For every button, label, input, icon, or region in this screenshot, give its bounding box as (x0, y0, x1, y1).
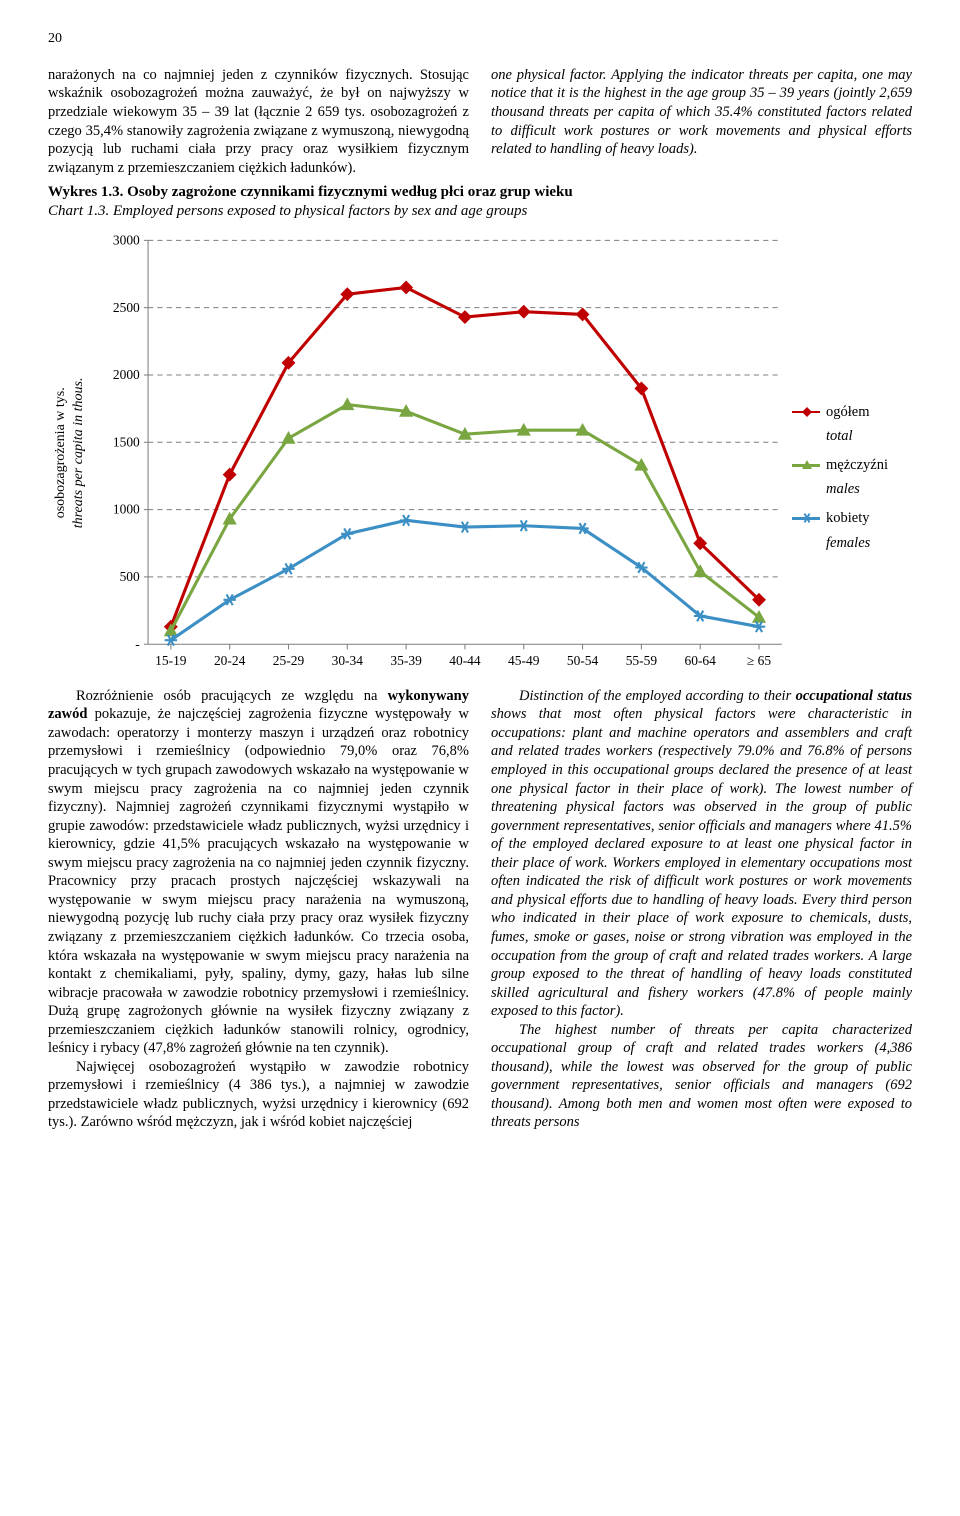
legend-item: ogółem (792, 400, 912, 425)
svg-text:30-34: 30-34 (331, 652, 363, 667)
chart-title-pl: Wykres 1.3. Osoby zagrożone czynnikami f… (48, 183, 912, 202)
svg-text:3000: 3000 (113, 232, 140, 247)
top-right-text: one physical factor. Applying the indica… (491, 66, 912, 159)
svg-text:55-59: 55-59 (626, 652, 658, 667)
chart-title-en: Chart 1.3. Employed persons exposed to p… (48, 202, 912, 221)
legend-marker (792, 460, 820, 470)
chart-container: osobozagrożenia w tys. threats per capit… (48, 230, 912, 675)
bottom-right-text-1: Distinction of the employed according to… (491, 687, 912, 1021)
y-label-pl: osobozagrożenia w tys. (53, 387, 68, 518)
svg-text:1000: 1000 (113, 501, 140, 516)
legend-label: total (826, 424, 853, 449)
top-paragraph-row: narażonych na co najmniej jeden z czynni… (48, 66, 912, 177)
bottom-left-paragraph: Rozróżnienie osób pracujących ze względu… (48, 687, 469, 1132)
legend-item: mężczyźni (792, 453, 912, 478)
y-axis-label: osobozagrożenia w tys. threats per capit… (48, 230, 88, 675)
legend-item: kobiety (792, 506, 912, 531)
svg-text:15-19: 15-19 (155, 652, 187, 667)
svg-text:≥ 65: ≥ 65 (747, 652, 771, 667)
page-number: 20 (48, 30, 912, 48)
legend-label: mężczyźni (826, 453, 888, 478)
svg-text:40-44: 40-44 (449, 652, 481, 667)
svg-text:35-39: 35-39 (390, 652, 422, 667)
chart-svg: - 500 1000 1500 2000 2500 3000 15-19 20-24 25-29 3… (88, 230, 792, 675)
bottom-right-text-2: The highest number of threats per capita… (491, 1021, 912, 1132)
svg-text:2500: 2500 (113, 299, 140, 314)
legend-item: females (826, 531, 912, 556)
svg-text:2000: 2000 (113, 367, 140, 382)
legend-label: females (826, 531, 870, 556)
top-left-paragraph: narażonych na co najmniej jeden z czynni… (48, 66, 469, 177)
svg-text:-: - (135, 636, 139, 651)
legend-label: ogółem (826, 400, 870, 425)
legend-item: males (826, 477, 912, 502)
svg-text:1500: 1500 (113, 434, 140, 449)
bottom-right-paragraph: Distinction of the employed according to… (491, 687, 912, 1132)
svg-text:500: 500 (119, 569, 139, 584)
legend-marker (792, 513, 820, 523)
svg-text:45-49: 45-49 (508, 652, 540, 667)
legend-label: kobiety (826, 506, 870, 531)
svg-text:25-29: 25-29 (273, 652, 305, 667)
svg-text:50-54: 50-54 (567, 652, 599, 667)
chart-legend: ogółemtotal mężczyźnimales kobietyfemales (792, 230, 912, 675)
svg-text:60-64: 60-64 (684, 652, 716, 667)
top-right-paragraph: one physical factor. Applying the indica… (491, 66, 912, 177)
legend-label: males (826, 477, 860, 502)
bottom-left-text-1: Rozróżnienie osób pracujących ze względu… (48, 687, 469, 1058)
bottom-left-text-2: Najwięcej osobozagrożeń wystąpiło w zawo… (48, 1058, 469, 1132)
legend-marker (792, 407, 820, 417)
top-left-text: narażonych na co najmniej jeden z czynni… (48, 66, 469, 177)
svg-text:20-24: 20-24 (214, 652, 246, 667)
bottom-paragraph-row: Rozróżnienie osób pracujących ze względu… (48, 687, 912, 1132)
y-label-en: threats per capita in thous. (71, 377, 86, 528)
chart-plot: - 500 1000 1500 2000 2500 3000 15-19 20-24 25-29 3… (88, 230, 792, 675)
chart-title: Wykres 1.3. Osoby zagrożone czynnikami f… (48, 183, 912, 221)
legend-item: total (826, 424, 912, 449)
